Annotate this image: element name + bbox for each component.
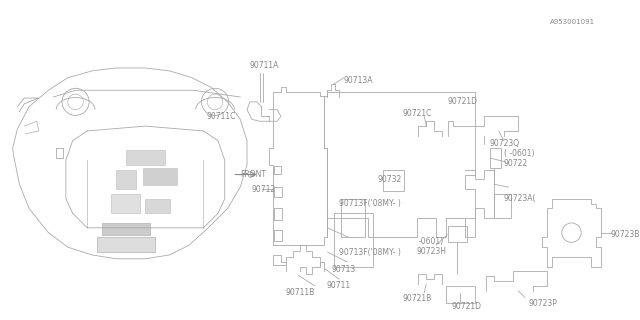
Bar: [274, 166, 281, 173]
Bar: [111, 194, 140, 213]
Bar: [102, 223, 150, 235]
Bar: [447, 226, 467, 242]
Bar: [274, 187, 282, 197]
Text: 90713F('08MY- ): 90713F('08MY- ): [339, 199, 401, 208]
Text: -0601): -0601): [419, 237, 444, 246]
Text: ( -0601): ( -0601): [504, 149, 534, 158]
Text: 90711: 90711: [326, 281, 351, 291]
Text: 90721C: 90721C: [403, 109, 433, 118]
Text: A953001091: A953001091: [550, 20, 595, 26]
Text: 90713A: 90713A: [344, 76, 373, 85]
Bar: [341, 199, 365, 237]
Text: 90713F('08MY- ): 90713F('08MY- ): [339, 248, 401, 257]
Bar: [274, 208, 282, 220]
Text: 90711A: 90711A: [250, 60, 279, 69]
Bar: [145, 199, 170, 213]
Text: 90723H: 90723H: [417, 246, 447, 256]
Bar: [494, 194, 511, 218]
Text: FRONT: FRONT: [240, 170, 266, 179]
Text: 90711B: 90711B: [285, 288, 315, 297]
Bar: [126, 150, 164, 165]
Text: 90711C: 90711C: [206, 112, 236, 121]
Bar: [445, 286, 475, 303]
Text: 90713: 90713: [332, 265, 356, 274]
Bar: [143, 168, 177, 185]
Text: 90723P: 90723P: [529, 299, 557, 308]
Bar: [274, 230, 282, 241]
Bar: [383, 170, 404, 191]
Text: 90721D: 90721D: [447, 97, 477, 106]
Text: 90723B: 90723B: [610, 230, 639, 239]
Text: 90722: 90722: [504, 159, 528, 168]
Text: 90723Q: 90723Q: [489, 139, 519, 148]
Bar: [116, 170, 136, 189]
Bar: [490, 148, 500, 168]
Bar: [97, 237, 155, 252]
Text: 90723A(: 90723A(: [504, 194, 536, 203]
Bar: [334, 213, 373, 267]
Text: 90712: 90712: [252, 185, 276, 194]
Text: 90721B: 90721B: [403, 294, 432, 303]
Text: 90732: 90732: [378, 175, 402, 184]
Text: 90721D: 90721D: [451, 302, 481, 311]
